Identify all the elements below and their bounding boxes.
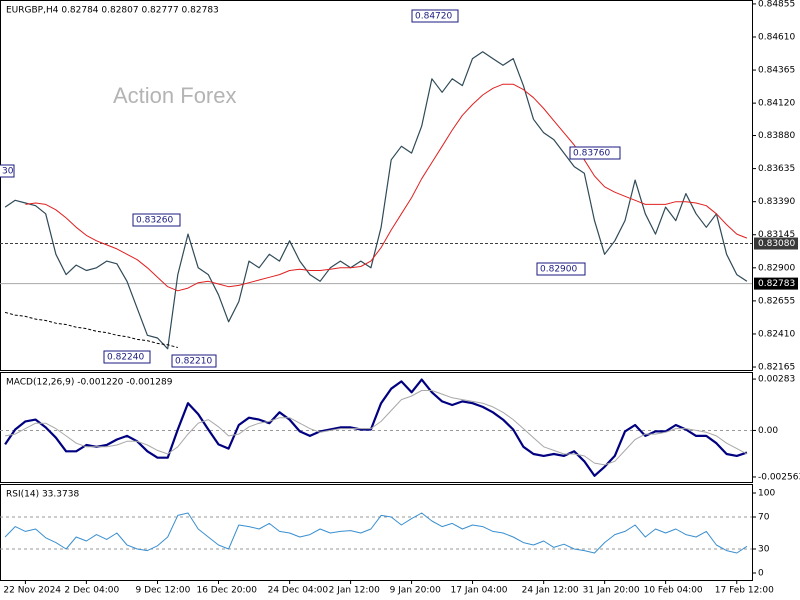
x-tick-label: 16 Dec 20:00: [196, 586, 257, 596]
y-tick-label: 100: [758, 489, 775, 499]
annotation-box: [132, 213, 181, 227]
y-tick-label: 0.83390: [758, 197, 795, 207]
annotation: 0.84720: [415, 12, 452, 22]
x-tick-label: 17 Jan 04:00: [451, 586, 508, 596]
x-tick-label: 17 Feb 12:00: [715, 586, 774, 596]
y-tick-label: 0.84365: [758, 66, 795, 76]
y-tick-label: 0.84610: [758, 32, 795, 42]
y-tick-label: 0.83145: [758, 230, 795, 240]
panel-title: EURGBP,H4 0.82784 0.82807 0.82777 0.8278…: [6, 6, 219, 16]
price-level-label: 0.82783: [758, 279, 795, 289]
price-level-label: 0.83080: [758, 239, 795, 249]
watermark: Action Forex: [113, 83, 237, 108]
panel-frame: [0, 372, 753, 483]
y-tick-label: 0.82900: [758, 263, 795, 273]
y-tick-label: 0.84120: [758, 99, 795, 109]
y-tick-label: -0.002563: [758, 472, 800, 482]
series-line: [4, 51, 748, 350]
y-tick-label: 70: [758, 513, 770, 523]
x-tick-label: 22 Nov 2024: [3, 586, 61, 596]
series-line: [5, 390, 748, 466]
annotation-box: [569, 146, 621, 160]
annotation-box: [171, 354, 217, 368]
panel-title: RSI(14) 33.3738: [6, 490, 79, 500]
annotation: 0.82240: [107, 353, 144, 363]
price-level-box: [754, 277, 798, 290]
annotation-box: [0, 164, 15, 178]
annotation: 0.82900: [540, 265, 577, 275]
y-tick-label: 0.82165: [758, 363, 795, 373]
annotation: 0.82210: [175, 357, 212, 367]
x-tick-label: 9 Jan 20:00: [390, 586, 442, 596]
y-tick-label: 0: [758, 569, 764, 579]
y-tick-label: 0.82655: [758, 296, 795, 306]
annotation-box: [411, 9, 459, 23]
y-tick-label: 30: [758, 545, 770, 555]
annotation-box: [536, 262, 586, 276]
y-tick-label: 0.83880: [758, 131, 795, 141]
x-tick-label: 31 Jan 20:00: [583, 586, 640, 596]
y-tick-label: 0.00: [758, 426, 778, 436]
x-tick-label: 10 Feb 04:00: [644, 586, 703, 596]
panel-frame: [0, 484, 753, 581]
annotation-box: [103, 350, 151, 364]
panel-frame: [0, 0, 753, 371]
y-tick-label: 0.83635: [758, 164, 795, 174]
price-level-box: [754, 237, 798, 250]
annotation: 30: [2, 167, 14, 177]
y-tick-label: 0.00283: [758, 375, 795, 385]
series-line: [4, 378, 748, 477]
annotation: 0.83760: [573, 149, 610, 159]
panel-title: MACD(12,26,9) -0.001220 -0.001289: [6, 378, 173, 388]
x-tick-label: 24 Jan 12:00: [522, 586, 579, 596]
y-tick-label: 0.82410: [758, 329, 795, 339]
series-line: [4, 311, 178, 348]
series-line: [4, 512, 748, 554]
y-tick-label: 0.84855: [758, 0, 795, 9]
annotation: 0.83260: [136, 216, 173, 226]
x-tick-label: 24 Dec 04:00: [268, 586, 329, 596]
series-line: [25, 83, 748, 292]
x-tick-label: 2 Dec 04:00: [64, 586, 119, 596]
x-tick-label: 2 Jan 12:00: [329, 586, 381, 596]
x-tick-label: 9 Dec 12:00: [136, 586, 191, 596]
